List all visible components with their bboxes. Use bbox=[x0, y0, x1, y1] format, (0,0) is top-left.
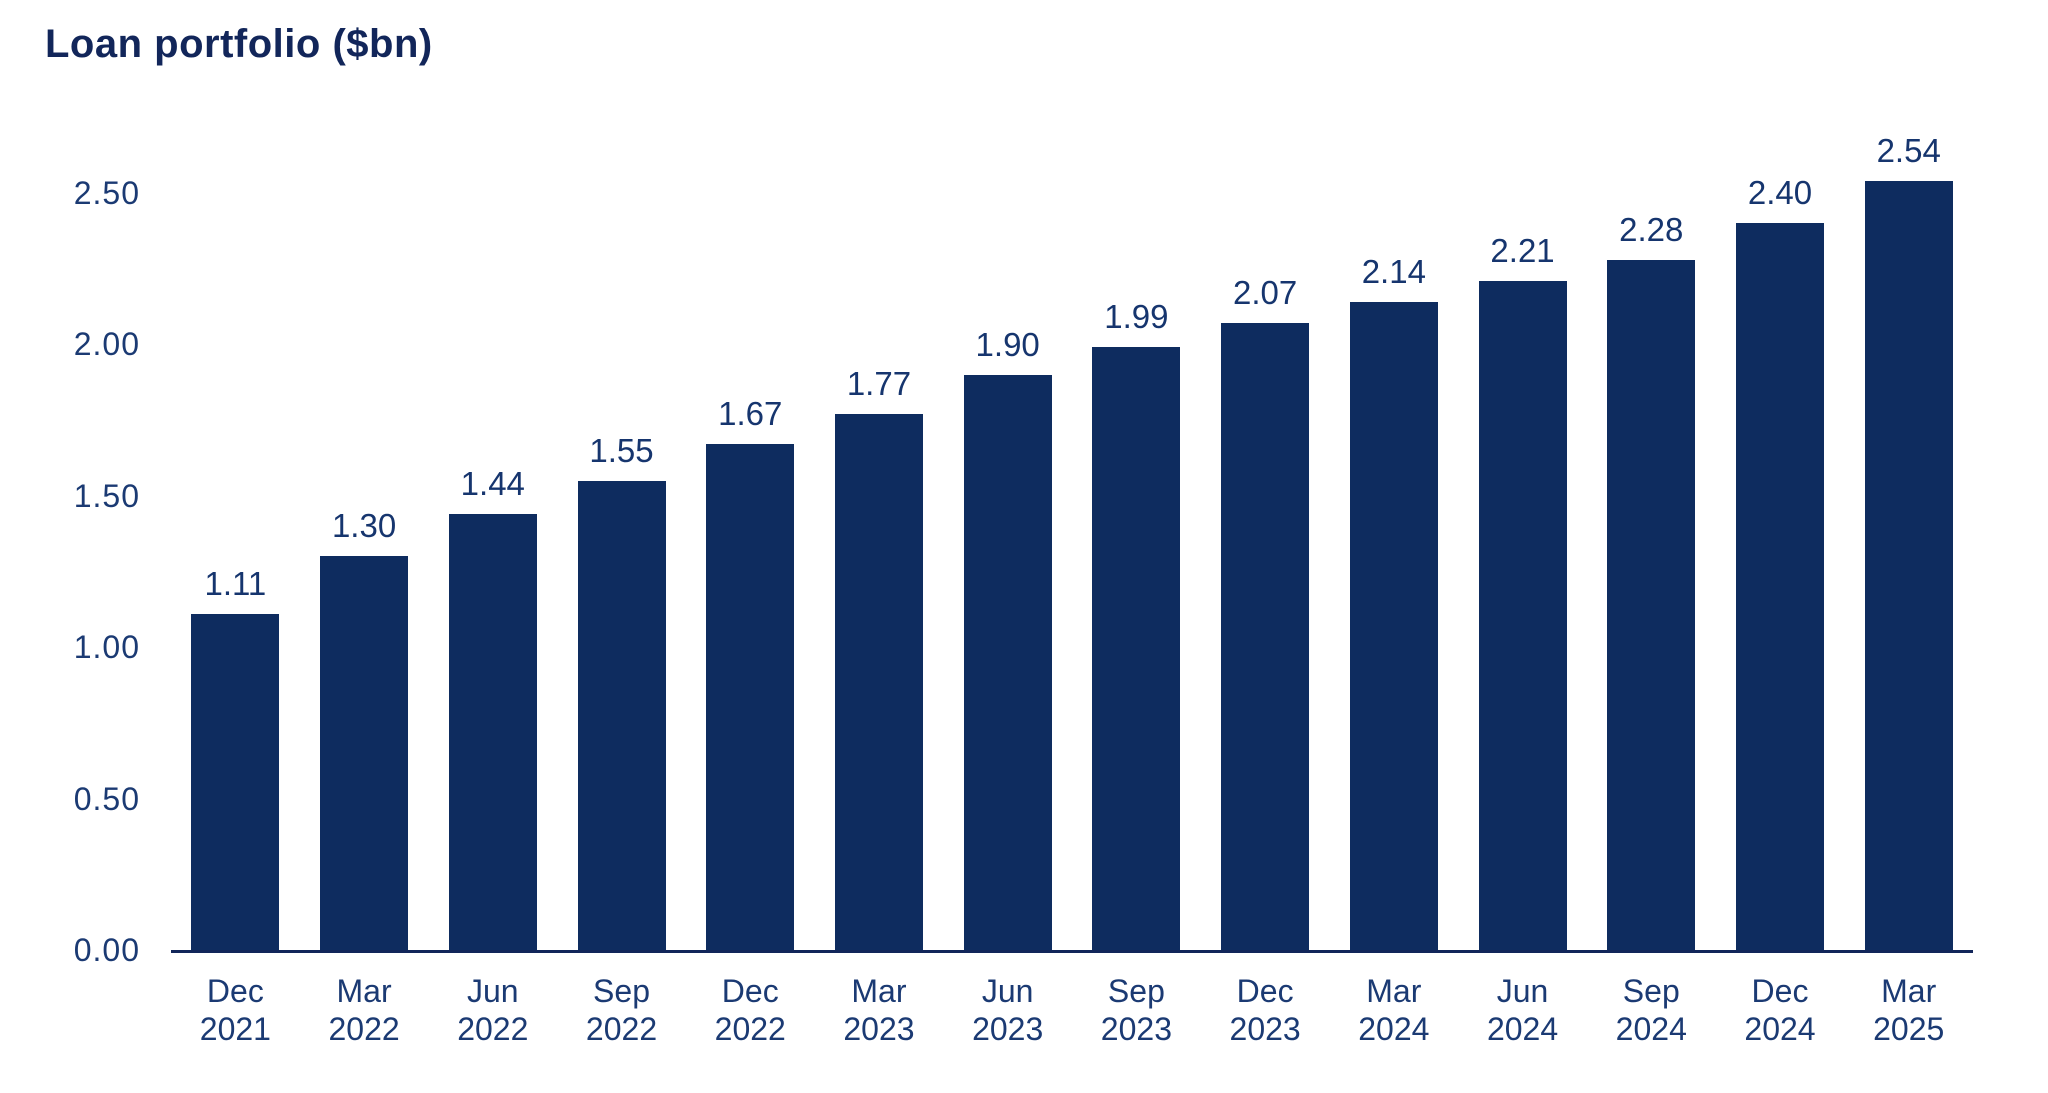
bar-column: 1.77 bbox=[815, 365, 944, 950]
y-axis: 0.00 0.50 1.00 1.50 2.00 2.50 bbox=[0, 0, 140, 1093]
x-tick-label: Mar 2023 bbox=[815, 972, 944, 1048]
bar-column: 1.90 bbox=[943, 326, 1072, 950]
x-tick-month: Mar bbox=[336, 973, 392, 1009]
bar-column: 1.55 bbox=[557, 432, 686, 950]
bar-column: 1.99 bbox=[1072, 298, 1201, 950]
x-tick-month: Dec bbox=[721, 973, 779, 1009]
bar bbox=[1349, 302, 1438, 950]
x-tick-year: 2024 bbox=[1744, 1011, 1816, 1047]
x-tick-month: Jun bbox=[1496, 973, 1549, 1009]
x-tick-year: 2021 bbox=[199, 1011, 271, 1047]
x-tick-year: 2023 bbox=[972, 1011, 1044, 1047]
chart-title: Loan portfolio ($bn) bbox=[45, 22, 433, 66]
y-tick-label: 2.00 bbox=[73, 326, 140, 363]
x-tick-month: Sep bbox=[1107, 973, 1165, 1009]
x-tick-label: Dec 2024 bbox=[1716, 972, 1845, 1048]
x-tick-label: Dec 2021 bbox=[171, 972, 300, 1048]
x-tick-label: Dec 2023 bbox=[1201, 972, 1330, 1048]
bar-column: 2.28 bbox=[1587, 211, 1716, 950]
x-tick-year: 2024 bbox=[1358, 1011, 1430, 1047]
bar-value-label: 2.28 bbox=[1619, 210, 1684, 248]
x-tick-year: 2022 bbox=[457, 1011, 529, 1047]
x-axis: Dec 2021 Mar 2022 Jun 2022 Sep 2022 Dec 2022 Mar 20… bbox=[171, 972, 1973, 1048]
x-tick-label: Jun 2022 bbox=[428, 972, 557, 1048]
bar bbox=[448, 513, 537, 950]
x-tick-month: Sep bbox=[593, 973, 650, 1009]
x-tick-month: Mar bbox=[851, 973, 907, 1009]
bar-column: 1.11 bbox=[171, 565, 300, 950]
x-tick-year: 2022 bbox=[328, 1011, 400, 1047]
y-tick-label: 0.00 bbox=[73, 932, 140, 968]
bar-column: 1.30 bbox=[300, 507, 429, 950]
bar-value-label: 1.67 bbox=[718, 395, 783, 433]
x-tick-label: Sep 2023 bbox=[1072, 972, 1201, 1048]
x-tick-month: Dec bbox=[1751, 973, 1809, 1009]
x-tick-year: 2023 bbox=[843, 1011, 915, 1047]
x-tick-label: Mar 2024 bbox=[1329, 972, 1458, 1048]
x-tick-year: 2023 bbox=[1100, 1011, 1172, 1047]
bar bbox=[577, 480, 666, 950]
bar-value-label: 1.44 bbox=[460, 464, 525, 502]
x-tick-year: 2023 bbox=[1229, 1011, 1301, 1047]
bar bbox=[1735, 223, 1824, 950]
x-tick-year: 2024 bbox=[1615, 1011, 1687, 1047]
bar-column: 2.40 bbox=[1716, 174, 1845, 950]
bar bbox=[706, 444, 795, 950]
bar-value-label: 1.11 bbox=[204, 564, 267, 602]
bar-value-label: 1.99 bbox=[1104, 298, 1169, 336]
bar-value-label: 2.07 bbox=[1232, 274, 1298, 312]
bar-value-label: 2.14 bbox=[1361, 253, 1426, 291]
bar bbox=[834, 414, 923, 950]
x-tick-label: Jun 2024 bbox=[1458, 972, 1587, 1048]
bar bbox=[1607, 259, 1696, 950]
bar bbox=[1092, 347, 1181, 950]
x-tick-label: Jun 2023 bbox=[943, 972, 1072, 1048]
x-tick-label: Mar 2025 bbox=[1844, 972, 1973, 1048]
bar-value-label: 1.55 bbox=[589, 431, 654, 469]
x-tick-month: Sep bbox=[1622, 973, 1680, 1009]
x-tick-label: Sep 2024 bbox=[1587, 972, 1716, 1048]
bar-value-label: 2.40 bbox=[1747, 174, 1813, 212]
bar-value-label: 2.54 bbox=[1876, 131, 1941, 169]
x-tick-year: 2024 bbox=[1486, 1011, 1559, 1047]
x-tick-label: Mar 2022 bbox=[300, 972, 429, 1048]
x-tick-month: Jun bbox=[467, 973, 519, 1009]
x-tick-month: Dec bbox=[1236, 973, 1294, 1009]
bar-column: 2.54 bbox=[1844, 132, 1973, 950]
bar-value-label: 1.77 bbox=[846, 365, 912, 403]
bar-value-label: 2.21 bbox=[1490, 231, 1555, 269]
x-tick-label: Dec 2022 bbox=[686, 972, 815, 1048]
bar-value-label: 1.30 bbox=[331, 507, 397, 545]
y-tick-label: 1.50 bbox=[73, 477, 140, 514]
x-tick-month: Mar bbox=[1881, 973, 1937, 1009]
plot-area: 1.11 1.30 1.44 1.55 1.67 1.77 1.90 1.99 2.07 2.14… bbox=[171, 90, 1973, 953]
bar-column: 1.44 bbox=[428, 465, 557, 950]
bar-column: 2.14 bbox=[1329, 253, 1458, 950]
bar bbox=[191, 613, 280, 950]
x-tick-month: Dec bbox=[206, 973, 264, 1009]
bar bbox=[963, 374, 1052, 950]
x-tick-label: Sep 2022 bbox=[557, 972, 686, 1048]
bar-column: 2.07 bbox=[1201, 274, 1330, 950]
x-tick-year: 2025 bbox=[1873, 1011, 1945, 1047]
y-tick-label: 2.50 bbox=[73, 175, 140, 211]
bar-column: 2.21 bbox=[1458, 232, 1587, 950]
bar bbox=[1864, 180, 1953, 950]
bar-value-label: 1.90 bbox=[975, 325, 1040, 363]
y-tick-label: 0.50 bbox=[73, 780, 140, 817]
bar-column: 1.67 bbox=[686, 395, 815, 950]
x-tick-year: 2022 bbox=[585, 1011, 658, 1047]
x-tick-month: Mar bbox=[1366, 973, 1422, 1009]
bar bbox=[1478, 280, 1567, 950]
x-tick-month: Jun bbox=[981, 973, 1034, 1009]
x-tick-year: 2022 bbox=[714, 1011, 786, 1047]
y-tick-label: 1.00 bbox=[73, 629, 140, 666]
bar bbox=[320, 556, 409, 950]
bar bbox=[1221, 323, 1310, 950]
